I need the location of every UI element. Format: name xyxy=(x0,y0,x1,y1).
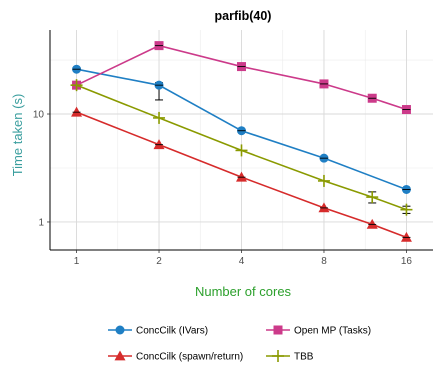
legend-marker xyxy=(114,350,126,361)
legend-label: ConcCilk (spawn/return) xyxy=(136,352,243,363)
grid xyxy=(50,30,433,250)
series-layer xyxy=(70,41,413,242)
y-tick-label: 1 xyxy=(38,217,44,228)
legend-item: ConcCilk (IVars) xyxy=(108,325,208,337)
series-line xyxy=(76,84,407,211)
legend-marker xyxy=(272,350,284,362)
series-0 xyxy=(72,64,411,194)
tick-labels: 1 2 4 8 16 1 10 xyxy=(33,110,413,267)
x-tick-label: 2 xyxy=(156,256,162,267)
series-3 xyxy=(70,79,413,216)
data-point xyxy=(235,144,248,157)
data-point xyxy=(400,203,413,216)
data-point xyxy=(236,171,247,182)
series-line xyxy=(76,111,407,239)
x-axis-title: Number of cores xyxy=(195,284,292,299)
series-1 xyxy=(71,106,412,242)
data-point xyxy=(153,139,165,150)
x-tick-label: 16 xyxy=(401,256,413,267)
legend: ConcCilk (IVars) Open MP (Tasks) ConcCilk … xyxy=(108,325,371,363)
legend-label: ConcCilk (IVars) xyxy=(136,326,208,337)
data-point xyxy=(70,79,83,92)
x-tick-label: 1 xyxy=(74,256,80,267)
data-point xyxy=(153,111,166,124)
legend-label: Open MP (Tasks) xyxy=(294,326,371,337)
x-tick-label: 8 xyxy=(321,256,327,267)
legend-marker xyxy=(273,325,283,335)
legend-label: TBB xyxy=(294,352,314,363)
data-point xyxy=(366,191,379,204)
data-point xyxy=(71,106,83,117)
axes xyxy=(47,30,433,253)
data-point xyxy=(400,231,412,242)
chart-title: parfib(40) xyxy=(215,9,272,23)
legend-marker xyxy=(115,325,125,335)
data-point xyxy=(317,174,330,187)
x-tick-label: 4 xyxy=(239,256,245,267)
data-point xyxy=(318,202,330,213)
legend-item: Open MP (Tasks) xyxy=(266,325,371,337)
legend-item: ConcCilk (spawn/return) xyxy=(108,350,243,363)
data-point xyxy=(366,218,378,229)
series-line xyxy=(76,44,407,111)
legend-item: TBB xyxy=(266,350,314,363)
y-tick-label: 10 xyxy=(33,110,45,121)
y-axis-title: Time taken (s) xyxy=(10,94,25,177)
